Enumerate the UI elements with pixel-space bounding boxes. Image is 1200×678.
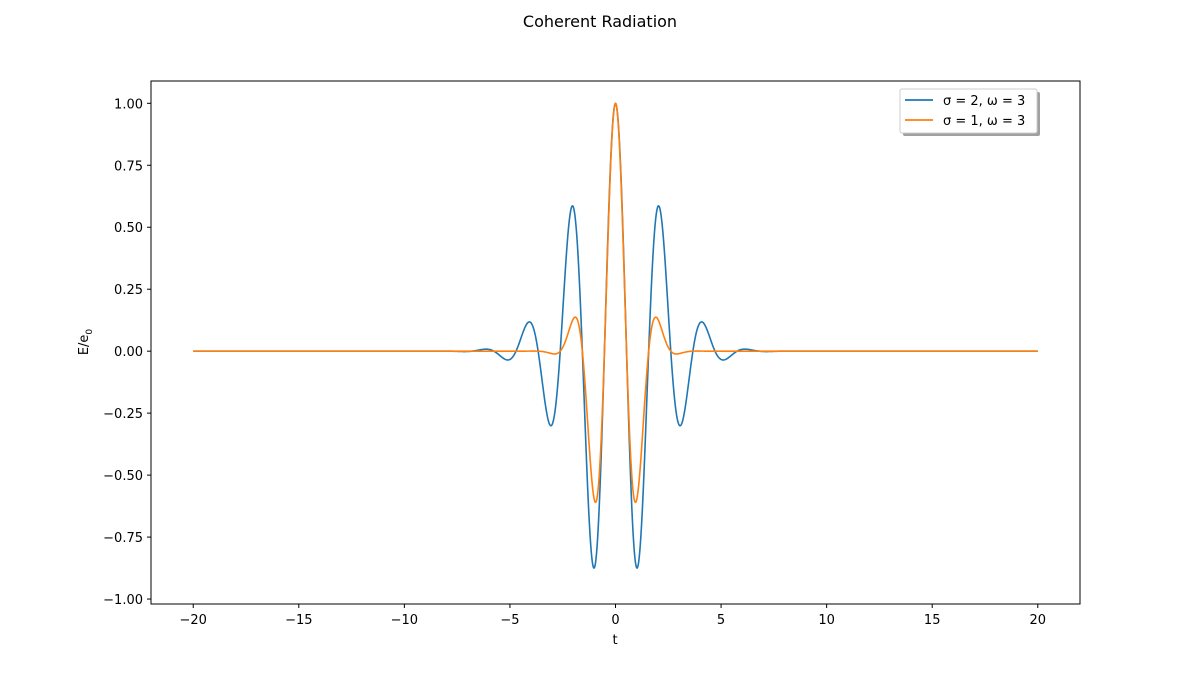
- y-tick-label: 0.75: [114, 159, 143, 174]
- legend: σ = 2, ω = 3 σ = 1, ω = 3: [899, 88, 1040, 136]
- chart-title: Coherent Radiation: [523, 12, 677, 31]
- x-tick-label: 15: [924, 613, 941, 628]
- y-axis-label-subscript: 0: [85, 329, 95, 335]
- x-tick-label: −20: [180, 613, 207, 628]
- legend-box: [899, 88, 1038, 134]
- y-axis-ticks: −1.00 −0.75 −0.50 −0.25 0.00 0.25 0.50 0.75 1.00: [103, 97, 151, 608]
- y-tick-label: −1.00: [103, 593, 143, 608]
- x-axis-ticks: −20 −15 −10 −5 0 5 10 15 20: [180, 604, 1046, 628]
- series-layer: [192, 102, 1039, 569]
- plot-frame: [150, 80, 1081, 605]
- y-axis-label-base: E/e: [77, 335, 92, 356]
- series-line-2: [192, 102, 1039, 504]
- y-tick-label: 1.00: [114, 97, 143, 112]
- x-tick-label: 20: [1029, 613, 1046, 628]
- y-tick-label: −0.25: [103, 407, 143, 422]
- legend-label: σ = 1, ω = 3: [943, 114, 1025, 129]
- plot-area: [150, 80, 1081, 605]
- y-axis-label: E/e0: [77, 329, 95, 356]
- x-tick-label: 0: [611, 613, 619, 628]
- x-tick-label: −5: [500, 613, 519, 628]
- y-tick-label: −0.75: [103, 531, 143, 546]
- legend-label: σ = 2, ω = 3: [943, 94, 1025, 109]
- x-tick-label: 5: [717, 613, 725, 628]
- x-tick-label: −15: [285, 613, 312, 628]
- y-tick-label: −0.50: [103, 469, 143, 484]
- x-axis-label: t: [612, 633, 617, 648]
- y-tick-label: 0.00: [114, 345, 143, 360]
- y-tick-label: 0.25: [114, 283, 143, 298]
- y-tick-label: 0.50: [114, 221, 143, 236]
- x-tick-label: 10: [818, 613, 835, 628]
- x-tick-label: −10: [391, 613, 418, 628]
